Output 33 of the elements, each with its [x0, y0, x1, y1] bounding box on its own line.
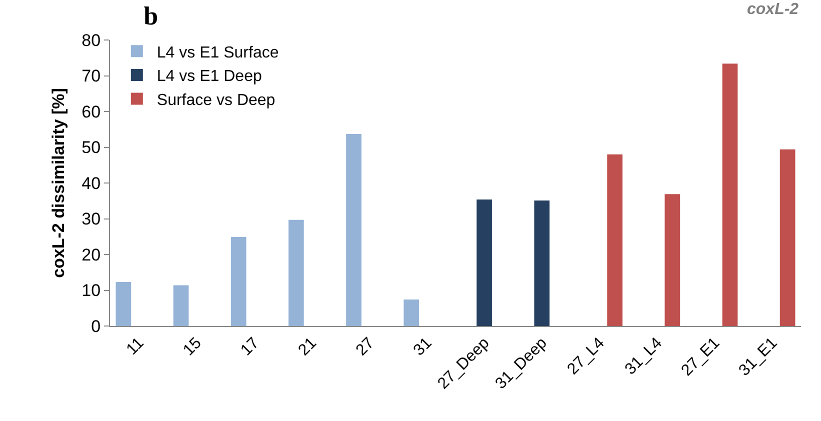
bar	[173, 285, 189, 326]
x-tick-label: 15	[180, 334, 205, 360]
bar	[664, 194, 680, 326]
bar	[404, 300, 420, 326]
y-tick-label: 20	[82, 245, 101, 264]
x-tick-label: 21	[295, 334, 320, 360]
legend-label: L4 vs E1 Surface	[156, 44, 279, 62]
bar	[288, 220, 304, 326]
y-tick-label: 60	[82, 102, 101, 122]
y-tick-label: 70	[82, 66, 101, 86]
y-tick-label: 80	[82, 30, 101, 50]
y-tick-label: 0	[91, 316, 101, 336]
bar	[116, 282, 132, 326]
legend-label: Surface vs Deep	[156, 92, 276, 110]
bar	[722, 64, 738, 326]
x-tick-label: 17	[238, 334, 263, 360]
y-tick-label: 10	[82, 281, 101, 300]
chart-title: b	[144, 2, 158, 31]
bar	[780, 149, 796, 326]
bar	[534, 200, 550, 326]
text: coxL-2	[747, 1, 799, 18]
y-tick-label: 30	[82, 210, 101, 229]
y-axis-title: coxL-2 dissimilarity [%]	[49, 88, 68, 278]
bar	[230, 236, 246, 326]
y-tick-label: 40	[82, 174, 101, 193]
legend-label: L4 vs E1 Deep	[156, 68, 262, 86]
bar	[476, 199, 492, 326]
bar	[346, 134, 362, 326]
bar	[607, 154, 622, 326]
x-tick-label: 27	[353, 334, 378, 360]
x-tick-label: 31	[410, 334, 436, 360]
x-tick-label: 11	[124, 334, 148, 358]
y-tick-label: 50	[82, 138, 101, 158]
